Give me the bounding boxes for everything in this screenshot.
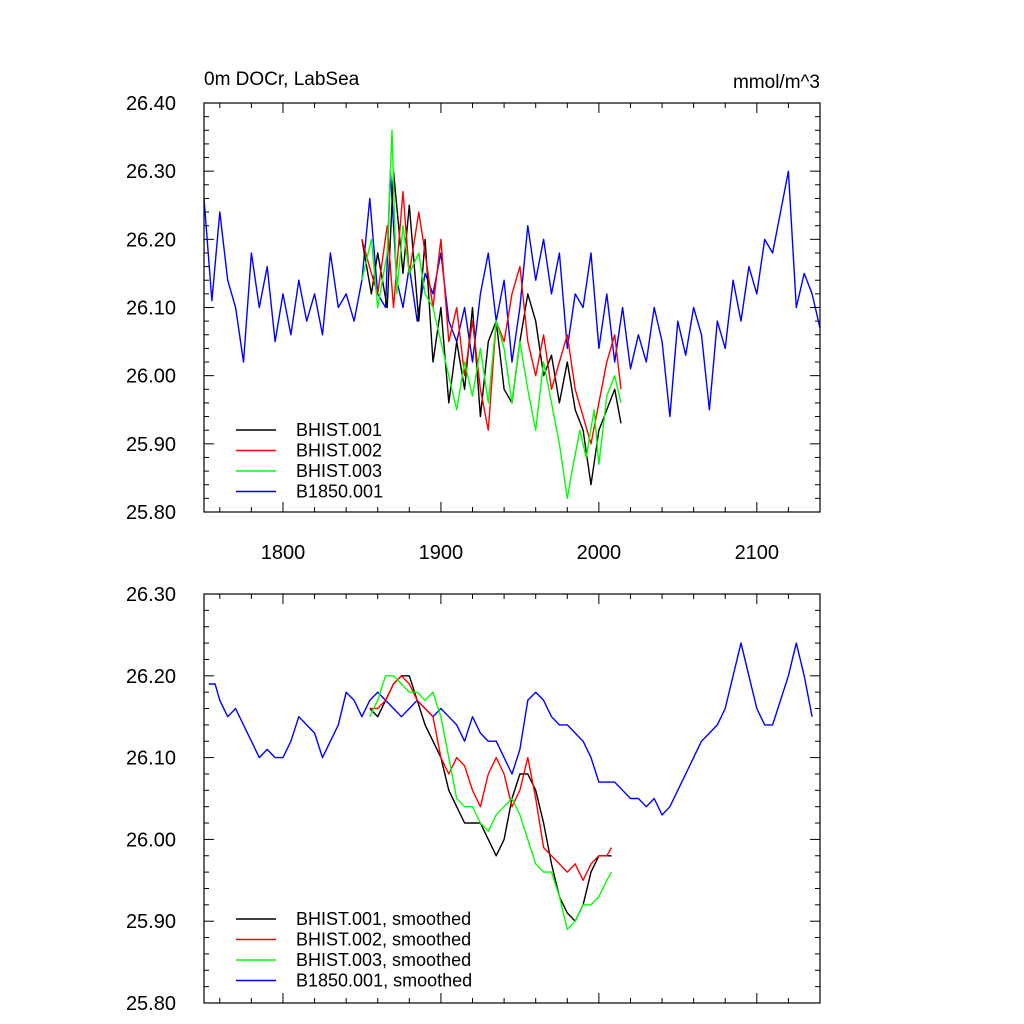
- bottom-legend-label: BHIST.002, smoothed: [296, 930, 471, 950]
- bottom-legend-label: BHIST.003, smoothed: [296, 950, 471, 970]
- bottom-y-tick-label: 26.20: [126, 666, 176, 688]
- top-y-tick-label: 26.40: [126, 93, 176, 115]
- bottom-series-line-0: [369, 675, 612, 922]
- bottom-series-line-1: [369, 675, 613, 881]
- top-x-tick-label: 2100: [735, 542, 780, 564]
- bottom-series-line-3: [208, 642, 813, 816]
- top-x-tick-label: 1900: [419, 542, 464, 564]
- top-y-tick-label: 25.80: [126, 502, 176, 524]
- bottom-y-tick-label: 26.10: [126, 748, 176, 770]
- bottom-axes: 25.80 25.90 26.00 26.10 26.20 26.30: [126, 584, 821, 1015]
- top-panel: 0m DOCr, LabSea mmol/m^3 25.80 25.90 26.00…: [126, 69, 821, 564]
- top-series-line-2: [361, 129, 622, 500]
- top-panel-title-right: mmol/m^3: [733, 72, 820, 93]
- bottom-plot-frame: [203, 593, 821, 1004]
- top-y-tick-label: 26.30: [126, 161, 176, 183]
- top-axes: 25.80 25.90 26.00 26.10 26.20 26.30 26.40 1800 1…: [126, 93, 821, 564]
- top-legend-label: BHIST.003: [296, 461, 382, 481]
- top-y-tick-label: 26.20: [126, 229, 176, 251]
- top-legend-label: BHIST.001: [296, 420, 382, 440]
- top-series-line-1: [361, 190, 622, 445]
- bottom-y-tick-label: 26.30: [126, 584, 176, 606]
- bottom-legend-label: B1850.001, smoothed: [296, 971, 472, 991]
- bottom-y-tick-label: 26.00: [126, 829, 176, 851]
- bottom-y-tick-label: 25.80: [126, 993, 176, 1015]
- bottom-series-lines: [208, 642, 813, 931]
- bottom-legend-label: BHIST.001, smoothed: [296, 909, 471, 929]
- bottom-series-line-2: [369, 675, 613, 931]
- top-y-tick-label: 25.90: [126, 434, 176, 456]
- bottom-panel: 25.80 25.90 26.00 26.10 26.20 26.30 BHIST.001…: [126, 584, 821, 1015]
- top-x-tick-label: 2000: [577, 542, 622, 564]
- top-plot-frame: [203, 102, 821, 513]
- top-y-tick-label: 26.10: [126, 298, 176, 320]
- top-panel-title-left: 0m DOCr, LabSea: [204, 69, 360, 90]
- top-legend-label: BHIST.002: [296, 441, 382, 461]
- top-series-lines: [203, 129, 821, 500]
- top-legend-label: B1850.001: [296, 482, 383, 502]
- bottom-y-tick-label: 25.90: [126, 911, 176, 933]
- top-y-tick-label: 26.00: [126, 366, 176, 388]
- top-x-tick-label: 1800: [261, 542, 306, 564]
